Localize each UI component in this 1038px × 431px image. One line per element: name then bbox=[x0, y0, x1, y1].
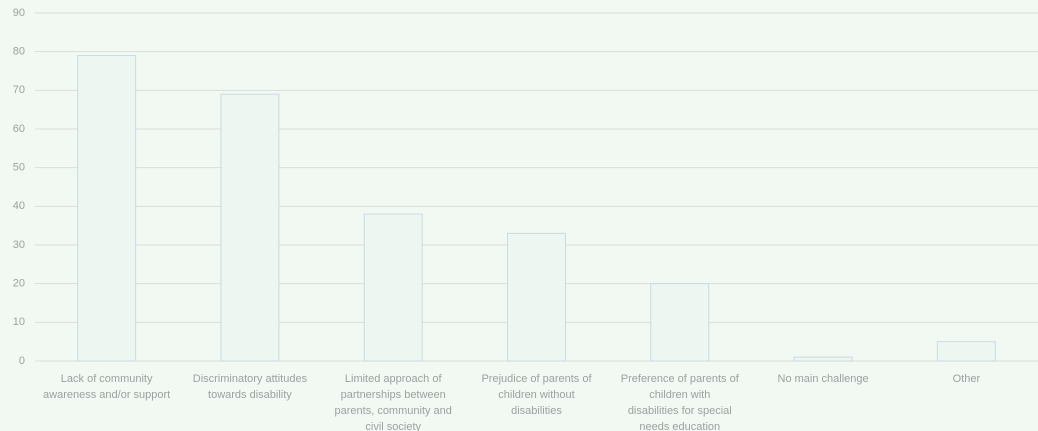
x-tick-label: Limited approach of partnerships between p… bbox=[335, 373, 452, 431]
bar bbox=[363, 213, 423, 362]
y-tick-label: 70 bbox=[13, 84, 25, 96]
bar bbox=[507, 232, 566, 362]
y-tick-label: 60 bbox=[13, 123, 25, 135]
y-tick-label: 10 bbox=[13, 316, 25, 328]
x-tick-label: Lack of community awareness and/or suppor… bbox=[43, 373, 170, 401]
x-tick-label: Prejudice of parents of children without d… bbox=[481, 373, 592, 417]
y-tick-label: 50 bbox=[13, 162, 25, 174]
y-tick-label: 20 bbox=[13, 278, 25, 290]
bar bbox=[936, 341, 996, 362]
x-tick-label: Other bbox=[953, 373, 981, 385]
bar bbox=[220, 93, 280, 362]
bar bbox=[793, 356, 853, 362]
x-tick-label: Preference of parents of children with dis… bbox=[621, 373, 740, 431]
y-tick-label: 0 bbox=[19, 355, 25, 367]
x-tick-label: Discriminatory attitudes towards disabili… bbox=[193, 373, 308, 401]
bar bbox=[650, 283, 710, 362]
x-tick-label: No main challenge bbox=[778, 373, 869, 385]
y-tick-label: 30 bbox=[13, 239, 25, 251]
y-tick-label: 90 bbox=[13, 7, 25, 19]
bar bbox=[77, 55, 137, 362]
y-tick-label: 40 bbox=[13, 200, 25, 212]
y-tick-label: 80 bbox=[13, 46, 25, 58]
